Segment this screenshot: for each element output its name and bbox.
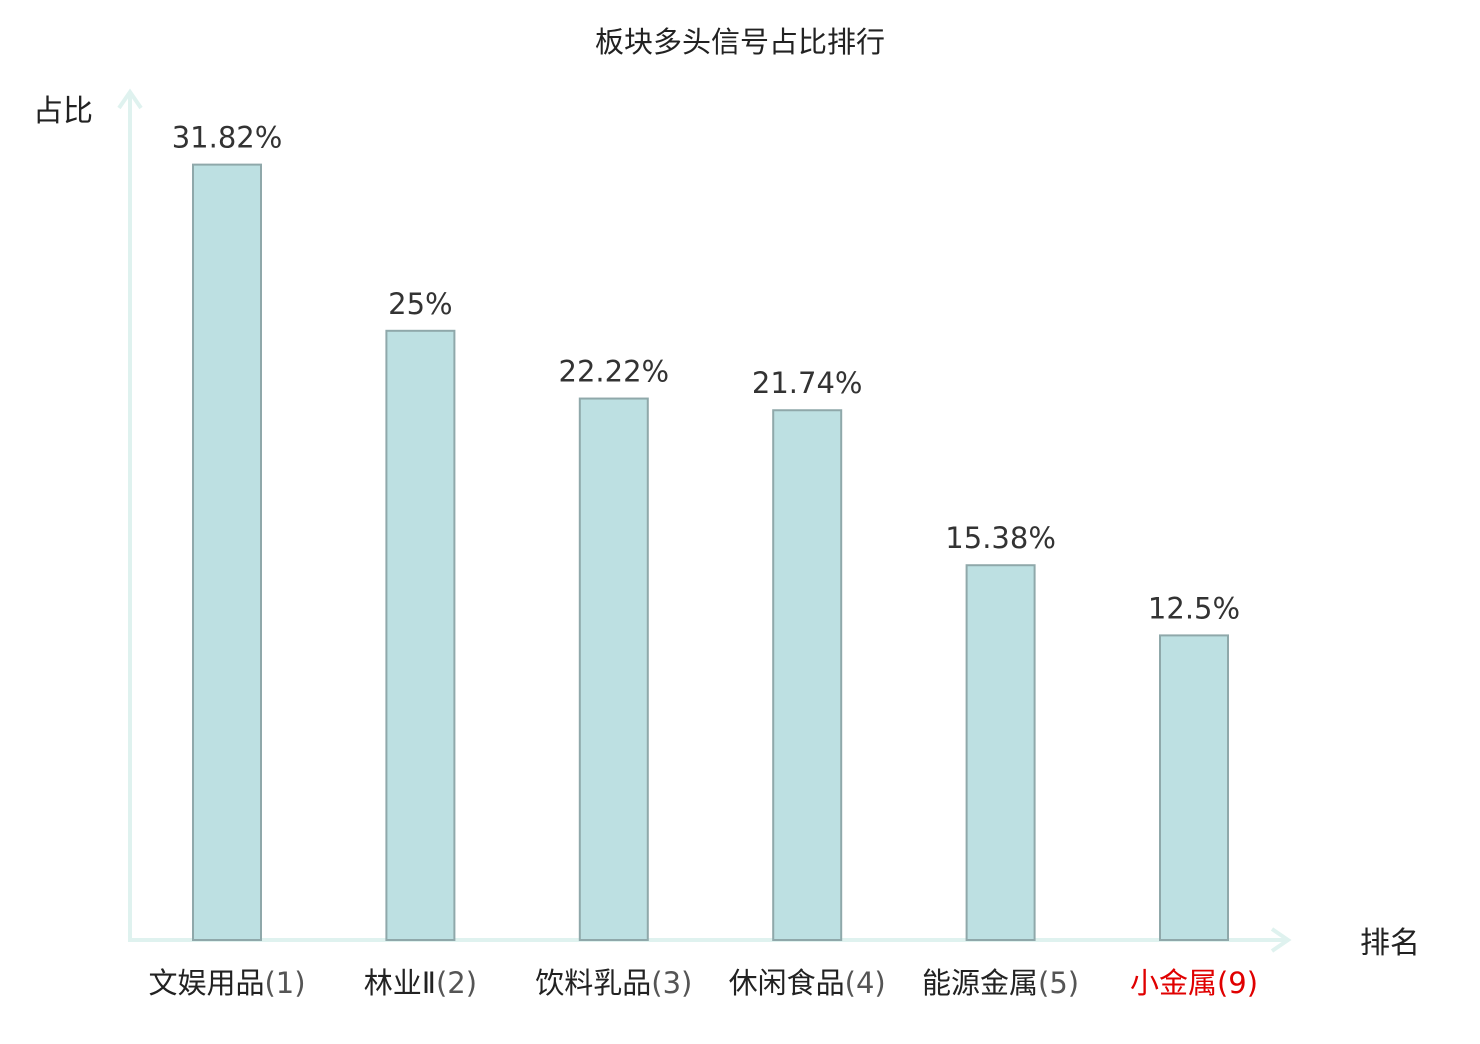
category-rank: (4) [845,966,886,1000]
bar-4 [772,409,843,942]
bar-2 [385,329,456,941]
bar-6 [1159,634,1229,941]
value-label-6: 12.5% [1148,591,1240,625]
category-rank: (5) [1038,966,1079,1000]
value-label-2: 25% [388,287,452,321]
category-rank: (1) [264,966,305,1000]
category-label-1: 文娱用品(1) [148,966,305,1000]
y-axis-arrow-icon [117,88,143,110]
value-labels-group: 31.82% 25% 22.22% 21.74% 15.38% 12.5% [172,121,1240,626]
bar-1 [192,163,262,941]
bars-group [192,163,1229,942]
category-name: 文娱用品 [148,966,264,1000]
category-label-2: 林业Ⅱ(2) [364,966,477,1000]
x-axis-arrow-icon [1270,927,1292,953]
category-label-6: 小金属(9) [1130,966,1258,1000]
y-axis-label: 占比 [33,94,93,129]
x-axis-label: 排名 [1360,926,1420,961]
category-name: 饮料乳品 [535,966,651,1000]
bar-3 [578,397,649,941]
bar-5 [965,564,1036,941]
value-label-5: 15.38% [945,521,1056,555]
category-rank: (9) [1217,966,1258,1000]
category-label-5: 能源金属(5) [922,966,1079,1000]
category-label-4: 休闲食品(4) [729,966,886,1000]
value-label-3: 22.22% [559,355,670,389]
category-name: 休闲食品 [729,966,845,1000]
category-label-3: 饮料乳品(3) [535,966,692,1000]
category-name: 林业Ⅱ [364,966,436,1000]
value-label-1: 31.82% [172,121,283,155]
category-rank: (3) [651,966,692,1000]
chart-title: 板块多头信号占比排行 [595,25,885,59]
value-label-4: 21.74% [752,366,863,400]
category-rank: (2) [436,966,477,1000]
axes [117,88,1292,953]
category-name: 能源金属 [922,966,1038,1000]
category-labels-group: 文娱用品(1) 林业Ⅱ(2) 饮料乳品(3) 休闲食品(4) 能源金属(5) 小金属(9) [148,966,1258,1000]
category-name: 小金属 [1130,966,1217,1000]
